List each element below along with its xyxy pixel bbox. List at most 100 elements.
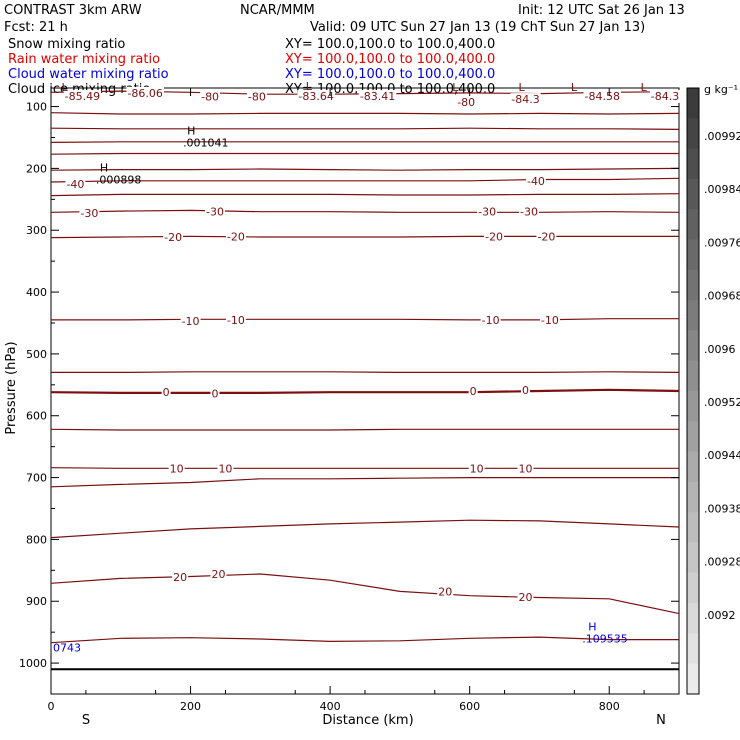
extremum-marker: H [187, 124, 195, 137]
contour-label-bg [210, 387, 220, 401]
y-tick-label: 1000 [19, 657, 47, 670]
colorbar-swatch [687, 118, 699, 150]
contour-label: 20 [438, 585, 452, 598]
contour-label: -10 [541, 314, 559, 327]
colorbar-swatch [687, 178, 699, 210]
colorbar: .00992 .00984 .00976 .00968 .0096 .00952 .0094… [686, 87, 740, 695]
contour-line [50, 127, 680, 130]
contour-label-bg [437, 585, 454, 599]
contour-label-bg [484, 230, 505, 244]
colorbar-tick-label: .0096 [704, 343, 736, 356]
contour-label: -86.06 [127, 87, 162, 100]
contour-label: 10 [518, 462, 532, 475]
extremum-marker: L [61, 81, 68, 94]
contour-label: -84.3 [651, 90, 679, 103]
colorbar-tick-label: .00976 [704, 236, 740, 249]
contour-label: -84.3 [511, 93, 539, 106]
contour-label: -30 [80, 207, 98, 220]
contour-label: -20 [164, 231, 182, 244]
contour-label-bg [225, 230, 246, 244]
colorbar-swatch [687, 209, 699, 240]
contour-label-bg [246, 90, 267, 104]
contour-line [50, 209, 680, 213]
x-tick-label: 400 [320, 700, 341, 713]
contour-label: 10 [170, 462, 184, 475]
extremum-marker: L [306, 80, 313, 93]
field-legend: Snow mixing ratio XY= 100.0,100.0 to 100.… [8, 37, 495, 97]
contour-line [50, 235, 679, 239]
colorbar-tick-label: .00984 [704, 183, 740, 196]
contour-label-layer: -85.49 -86.06 -80 -80 -83.64 -83.41 -80 -84.3 -8… [53, 80, 681, 655]
colorbar-swatch [687, 360, 699, 392]
colorbar-swatch [687, 603, 699, 634]
contour-label: 10 [470, 462, 484, 475]
field-name: Rain water mixing ratio [8, 52, 160, 67]
extremum-marker: L [519, 81, 526, 94]
contour-label: -20 [227, 230, 245, 243]
y-tick-label: 600 [26, 410, 47, 423]
contour-label: -10 [482, 314, 500, 327]
contour-label-bg [518, 205, 539, 219]
contour-label: -30 [478, 206, 496, 219]
y-tick-label: 900 [26, 595, 47, 608]
contour-label-bg [79, 206, 100, 220]
contour-line [50, 467, 679, 469]
contour-label-bg [204, 205, 225, 219]
x-tick-label: 800 [599, 700, 620, 713]
contour-label-bg [168, 462, 185, 476]
contour-label-bg [172, 571, 189, 585]
contour-label-bg [536, 230, 557, 244]
contour-label-bg [225, 313, 246, 327]
contour-label-bg [477, 205, 498, 219]
cloud-water-value: .109535 [582, 632, 628, 645]
y-tick-label: 500 [26, 348, 47, 361]
contour-label-bg [510, 93, 541, 107]
contour-label: -83.64 [298, 90, 333, 103]
field-name: Cloud water mixing ratio [8, 67, 169, 82]
contour-label: 0 [163, 386, 170, 399]
contour-line [50, 519, 680, 539]
colorbar-swatch [687, 542, 699, 574]
contour-label: 0 [470, 385, 477, 398]
contour-label: -40 [66, 178, 84, 191]
colorbar-tick-label: .00944 [704, 449, 740, 462]
forecast-hour: Fcst: 21 h [4, 20, 68, 35]
contour-label-bg [539, 313, 560, 327]
colorbar-units: g kg⁻¹ [704, 83, 738, 96]
y-tick-label: 400 [26, 286, 47, 299]
field-name: Snow mixing ratio [8, 37, 125, 52]
extremum-marker: L [571, 81, 578, 94]
colorbar-frame [686, 87, 700, 695]
contour-label-bg [297, 90, 335, 104]
contour-label: -83.41 [360, 90, 395, 103]
contour-label-bg [180, 315, 201, 329]
contour-label-bg [163, 231, 184, 245]
x-right-end-label: N [656, 713, 666, 728]
contour-label: 0 [211, 387, 218, 400]
colorbar-tick-label: .00952 [704, 396, 740, 409]
init-time: Init: 12 UTC Sat 26 Jan 13 [518, 3, 685, 18]
colorbar-swatch [687, 512, 699, 543]
contour-label: -10 [182, 315, 200, 328]
contour-label-bg [210, 568, 227, 582]
contour-label-bg [517, 462, 534, 476]
contour-line [50, 167, 680, 171]
field-name: Cloud ice mixing ratio [8, 82, 150, 97]
contour-label-bg [126, 86, 164, 100]
contour-line [50, 141, 679, 143]
y-tick-label: 200 [26, 162, 47, 175]
colorbar-swatch [687, 330, 699, 362]
valid-time: Valid: 09 UTC Sun 27 Jan 13 (19 ChT Sun … [310, 20, 645, 35]
colorbar-tick-label: .00928 [704, 556, 740, 569]
contour-label-bg [161, 386, 171, 400]
contour-label: -30 [206, 206, 224, 219]
contour-label-bg [520, 383, 530, 397]
colorbar-swatch [687, 88, 699, 119]
extremum-marker: L [452, 81, 459, 94]
contour-label-bg [480, 313, 501, 327]
x-axis-label: Distance (km) [322, 713, 413, 728]
contour-line [50, 112, 680, 115]
model-title: CONTRAST 3km ARW [4, 3, 142, 18]
extremum-value: .000898 [96, 173, 142, 186]
